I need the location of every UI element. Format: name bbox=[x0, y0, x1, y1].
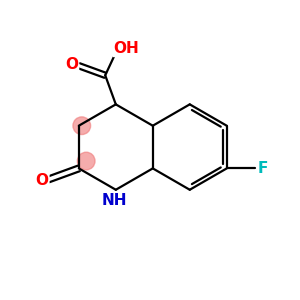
Circle shape bbox=[73, 117, 91, 134]
Text: F: F bbox=[258, 161, 268, 176]
Circle shape bbox=[77, 152, 95, 170]
Text: O: O bbox=[65, 57, 78, 72]
Text: OH: OH bbox=[114, 41, 139, 56]
Text: NH: NH bbox=[102, 193, 127, 208]
Text: O: O bbox=[35, 173, 48, 188]
